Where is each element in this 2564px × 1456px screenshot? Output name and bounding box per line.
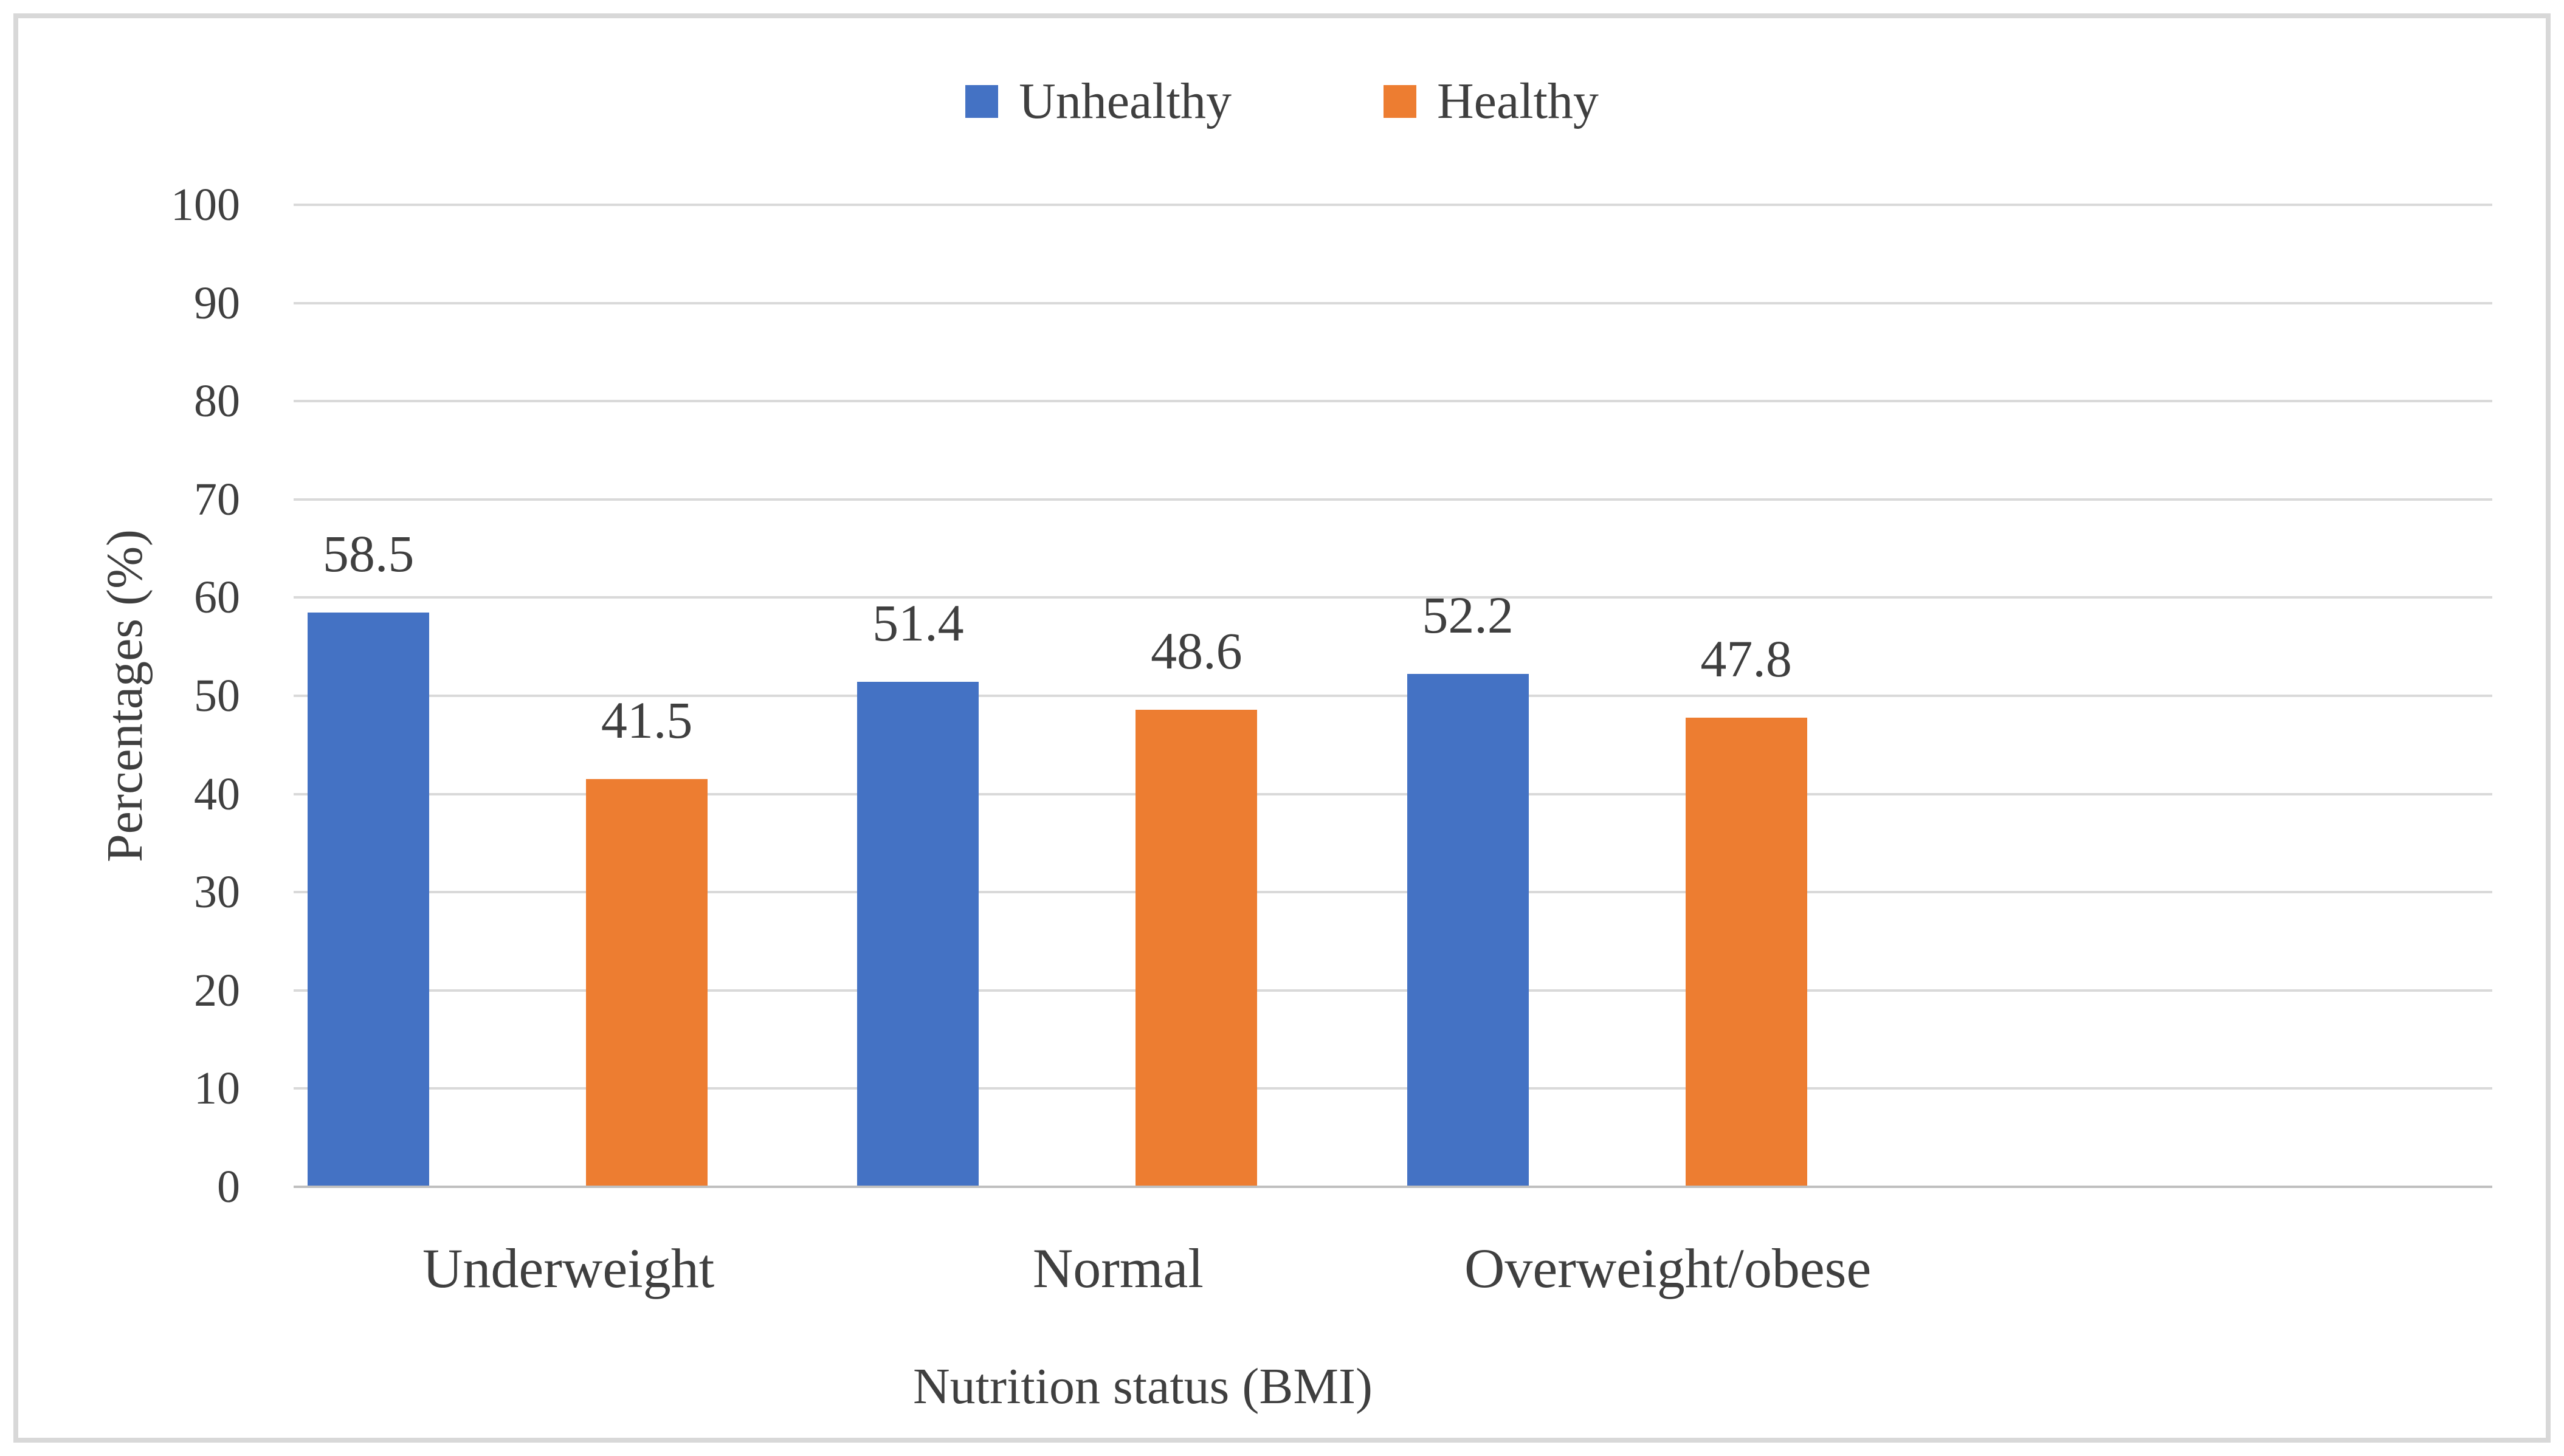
y-tick-label: 0 (217, 1161, 240, 1212)
data-label: 47.8 (1700, 629, 1792, 688)
legend-marker-healthy-icon (1384, 85, 1416, 118)
gridline (294, 792, 2492, 795)
bar-unhealthy-overweight/obese (1407, 674, 1529, 1187)
data-label: 58.5 (322, 524, 415, 583)
y-axis-title: Percentages (%) (97, 529, 153, 863)
data-label: 48.6 (1151, 621, 1242, 680)
gridline (294, 1087, 2492, 1090)
y-tick-label: 90 (194, 277, 240, 329)
gridline (294, 498, 2492, 501)
bar-healthy-underweight (586, 779, 708, 1187)
gridline (294, 989, 2492, 992)
y-tick-label: 50 (194, 670, 240, 721)
gridline (294, 204, 2492, 206)
y-tick-label: 10 (194, 1063, 240, 1114)
data-label: 52.2 (1422, 586, 1514, 645)
y-tick-label: 100 (171, 179, 240, 230)
x-axis-title: Nutrition status (BMI) (913, 1358, 1373, 1415)
legend-item-unhealthy: Unhealthy (965, 68, 1232, 135)
x-axis-line (294, 1186, 2492, 1188)
legend-marker-unhealthy-icon (965, 85, 999, 118)
y-tick-label: 80 (194, 376, 240, 427)
gridline (294, 596, 2492, 599)
y-tick-label: 20 (194, 964, 240, 1016)
bar-unhealthy-underweight (308, 612, 430, 1187)
y-tick-label: 70 (194, 473, 240, 525)
gridline (294, 301, 2492, 304)
gridline (294, 400, 2492, 403)
y-tick-label: 60 (194, 572, 240, 623)
bar-unhealthy-normal (857, 682, 979, 1187)
bar-healthy-normal (1136, 709, 1258, 1187)
x-category-label: Normal (1032, 1237, 1204, 1299)
legend-item-healthy: Healthy (1384, 68, 1599, 135)
x-category-label: Underweight (422, 1237, 715, 1299)
chart-legend: Unhealthy Healthy (0, 68, 2564, 135)
legend-label: Unhealthy (1019, 73, 1232, 129)
data-label: 41.5 (601, 691, 693, 750)
x-category-label: Overweight/obese (1464, 1237, 1872, 1299)
y-tick-label: 40 (194, 768, 240, 820)
y-tick-label: 30 (194, 867, 240, 918)
gridline (294, 891, 2492, 894)
data-label: 51.4 (872, 594, 964, 653)
legend-label: Healthy (1437, 73, 1599, 129)
bar-healthy-overweight/obese (1685, 717, 1807, 1187)
gridline (294, 695, 2492, 697)
